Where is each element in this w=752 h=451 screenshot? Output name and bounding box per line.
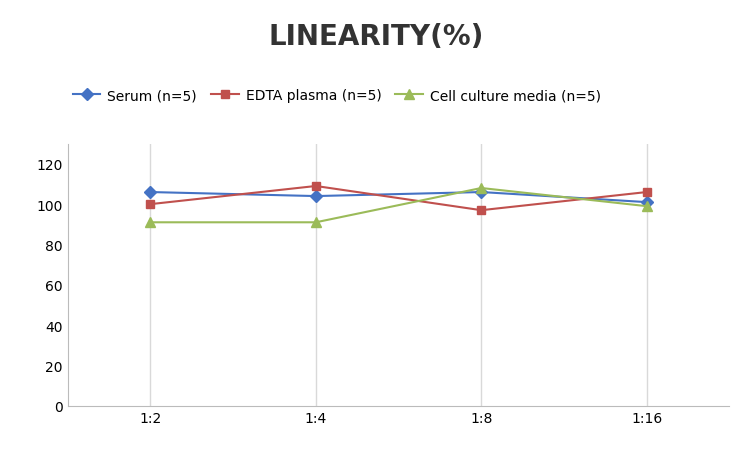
Legend: Serum (n=5), EDTA plasma (n=5), Cell culture media (n=5): Serum (n=5), EDTA plasma (n=5), Cell cul…	[67, 83, 607, 109]
Cell culture media (n=5)	[146, 220, 155, 226]
Line: Serum (n=5): Serum (n=5)	[146, 189, 651, 207]
Line: EDTA plasma (n=5): EDTA plasma (n=5)	[146, 182, 651, 215]
EDTA plasma (n=5)	[311, 184, 320, 189]
Serum (n=5)	[146, 190, 155, 195]
Line: Cell culture media (n=5): Cell culture media (n=5)	[146, 184, 651, 228]
Cell culture media (n=5)	[642, 204, 651, 209]
Serum (n=5)	[642, 200, 651, 205]
Cell culture media (n=5)	[477, 186, 486, 191]
Serum (n=5)	[477, 190, 486, 195]
Text: LINEARITY(%): LINEARITY(%)	[268, 23, 484, 51]
EDTA plasma (n=5)	[477, 208, 486, 213]
EDTA plasma (n=5)	[642, 190, 651, 195]
Serum (n=5)	[311, 194, 320, 199]
EDTA plasma (n=5)	[146, 202, 155, 207]
Cell culture media (n=5)	[311, 220, 320, 226]
